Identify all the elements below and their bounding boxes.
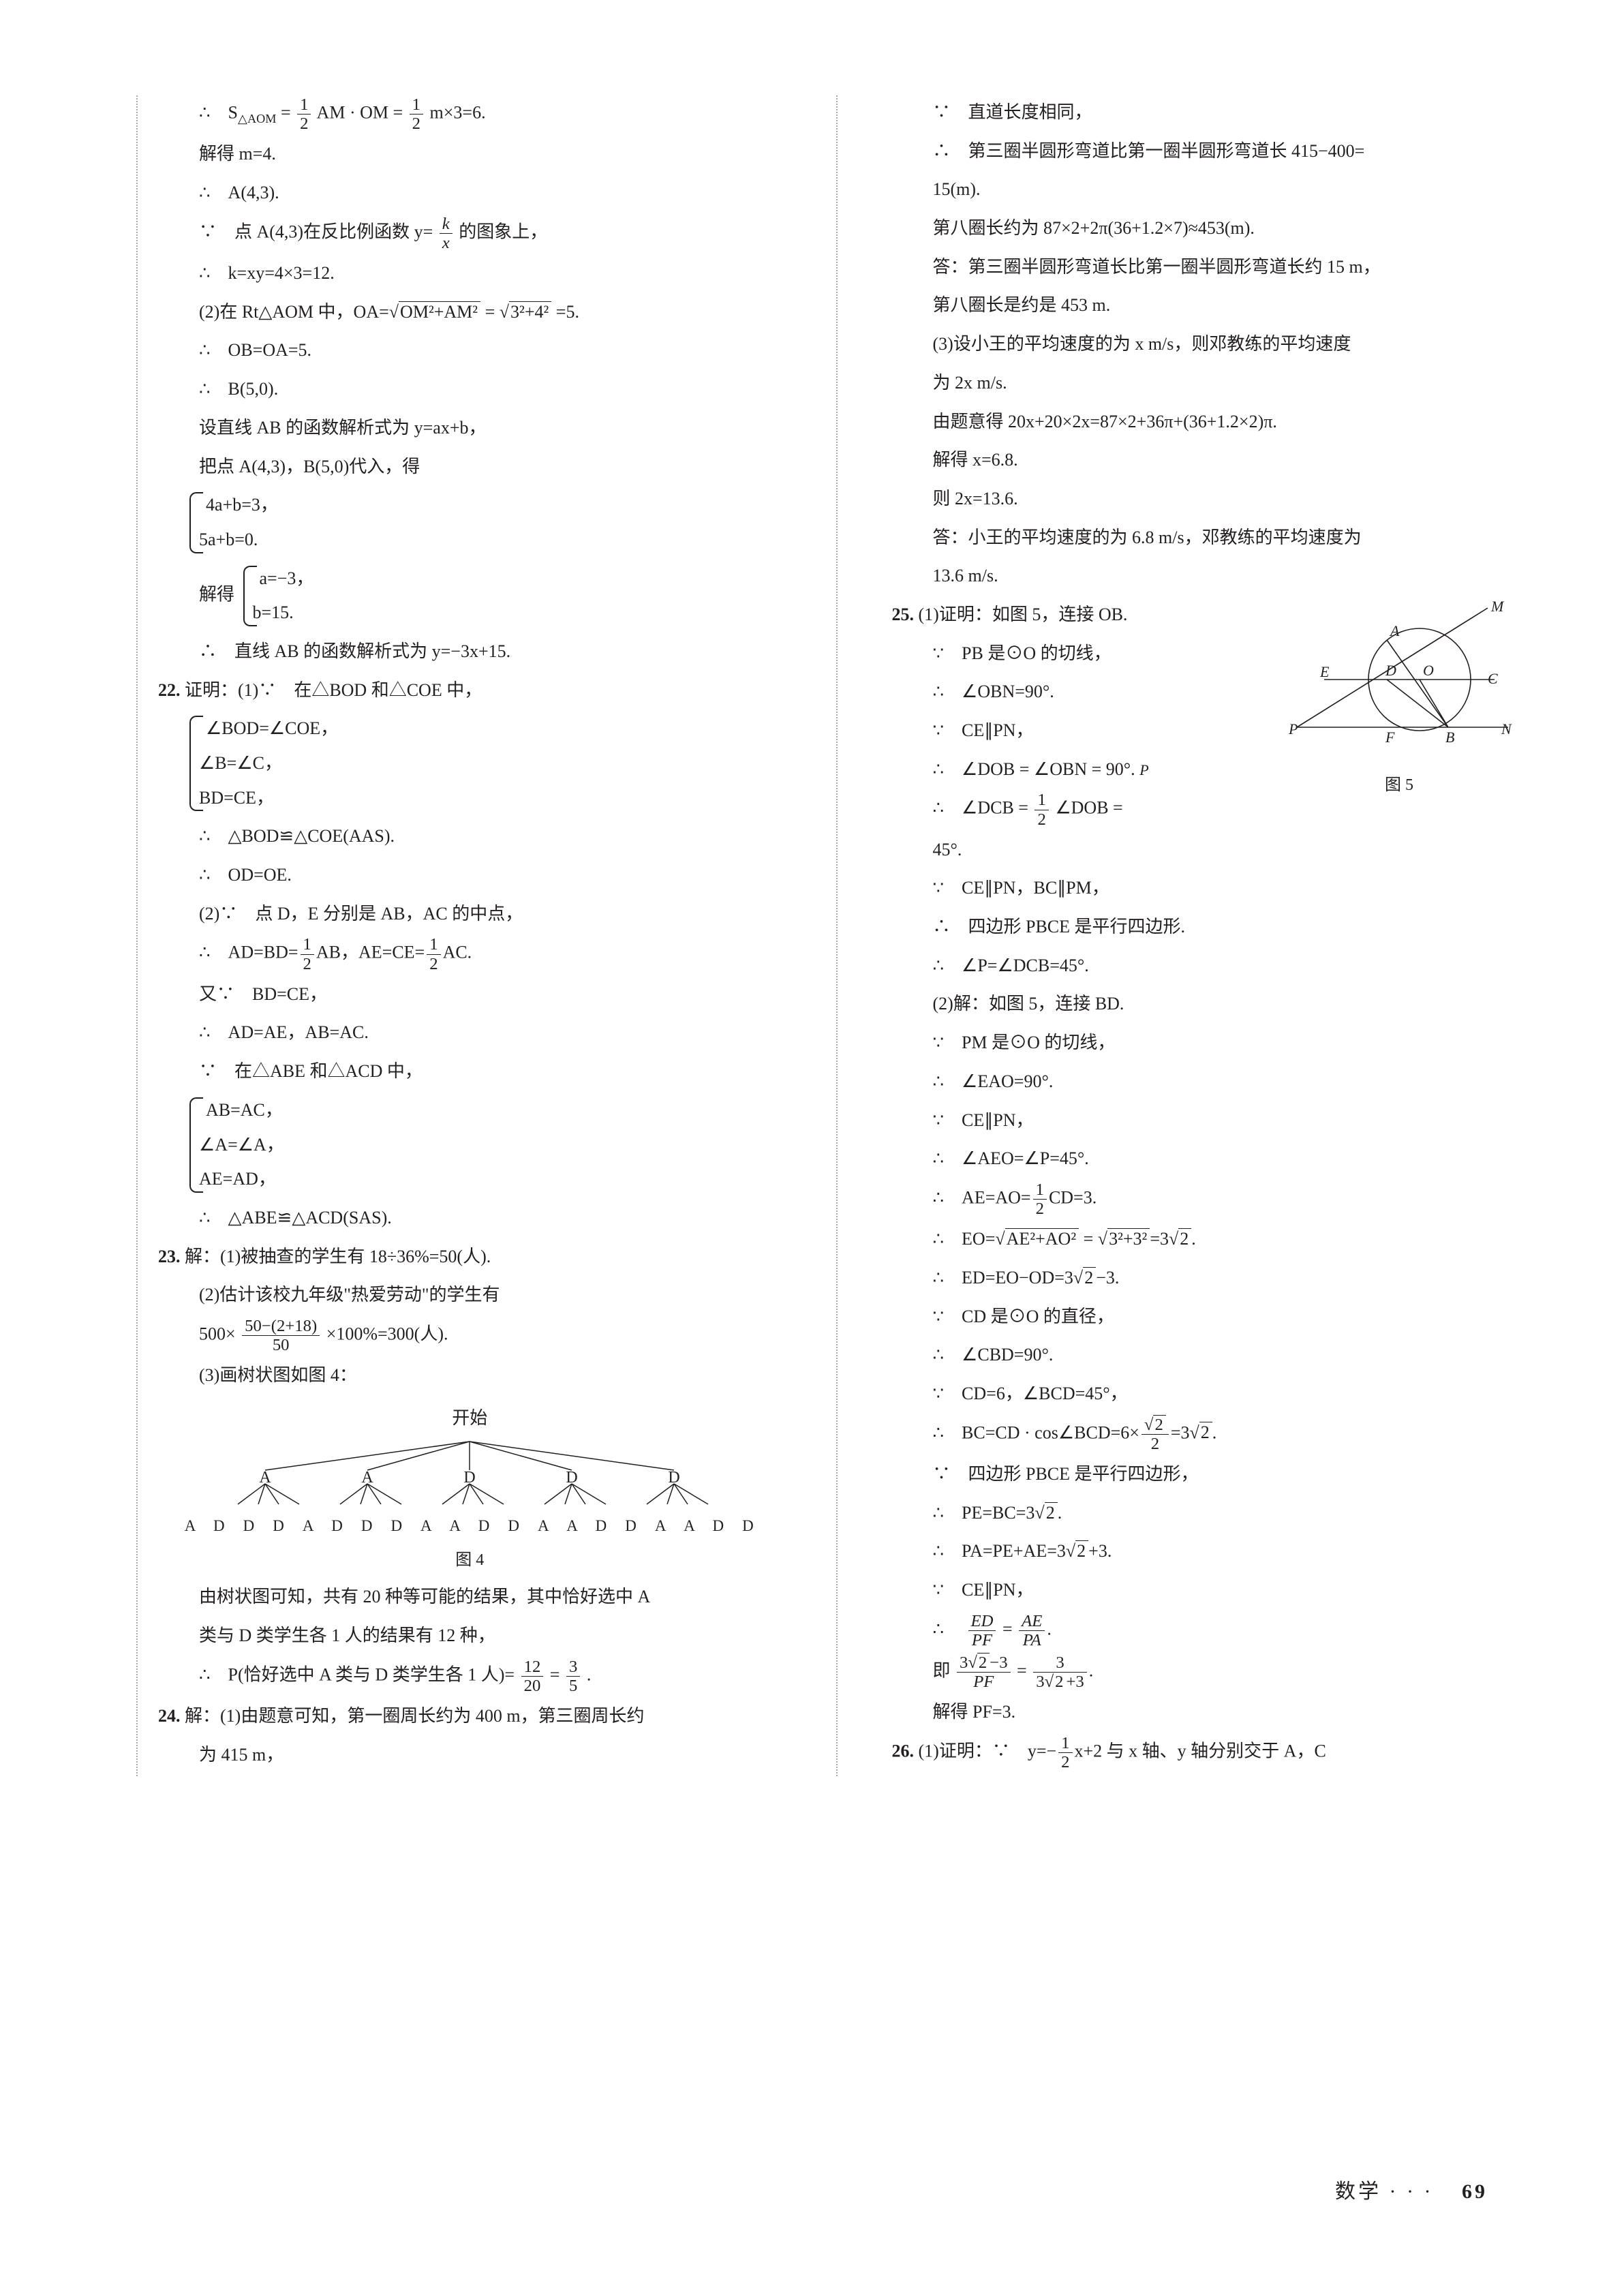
figure-5: M A C O D E P F B N 图 5 [1283,598,1515,775]
text-line: 为 415 m， [158,1738,782,1773]
svg-text:O: O [1423,662,1434,679]
text-line: ∴ P(恰好选中 A 类与 D 类学生各 1 人)= 1220 = 35 . [158,1658,782,1695]
text-line: ∴ S△AOM = 12 AM · OM = 12 m×3=6. [158,95,782,133]
text-line: ∴ 直线 AB 的函数解析式为 y=−3x+15. [158,635,782,669]
text-line: 解得 PF=3. [892,1695,1516,1730]
figure-4-label: 图 4 [158,1544,782,1576]
text-line: (2)∵ 点 D，E 分别是 AB，AC 的中点， [158,897,782,932]
text-line: 500× 50−(2+18)50 ×100%=300(人). [158,1317,782,1354]
svg-text:A: A [260,1469,272,1487]
text-line: 13.6 m/s. [892,559,1516,594]
text-line: 为 2x m/s. [892,366,1516,401]
svg-text:D: D [464,1469,476,1487]
text-line: ∵ CE∥PN， [892,1103,1516,1138]
text-line: 把点 A(4,3)，B(5,0)代入，得 [158,450,782,485]
svg-text:D: D [1385,662,1396,679]
text-line: (2)估计该校九年级"热爱劳动"的学生有 [158,1278,782,1313]
text-line: ∵ CE∥PN，BC∥PM， [892,871,1516,906]
question-24: 24. 解：(1)由题意可知，第一圈周长约为 400 m，第三圈周长约 [158,1699,782,1734]
text-line: ∴ EO=√AE²+AO² = √3²+3²=3√2. [892,1222,1516,1257]
svg-text:C: C [1488,670,1498,687]
question-26: 26. (1)证明：∵ y=−12x+2 与 x 轴、y 轴分别交于 A，C [892,1734,1516,1771]
svg-text:D: D [566,1469,578,1487]
text-line: ∵ CD=6，∠BCD=45°， [892,1377,1516,1412]
column-divider [836,95,838,1776]
text-line: 第八圈长是约是 453 m. [892,288,1516,323]
left-column: ∴ S△AOM = 12 AM · OM = 12 m×3=6. 解得 m=4.… [158,95,782,1776]
text-line: ∴ OD=OE. [158,858,782,893]
text-line: (3)画树状图如图 4： [158,1358,782,1393]
text-line: ∴ △BOD≌△COE(AAS). [158,819,782,854]
figure-5-label: 图 5 [1283,769,1515,802]
text-line: ∵ PM 是⊙O 的切线， [892,1026,1516,1061]
text-line: ∵ CD 是⊙O 的直径， [892,1300,1516,1335]
text-line: ∵ 四边形 PBCE 是平行四边形， [892,1457,1516,1492]
text-line: 则 2x=13.6. [892,482,1516,517]
text-line: ∴ AE=AO=12CD=3. [892,1180,1516,1218]
svg-text:M: M [1490,598,1505,615]
svg-text:P: P [1288,720,1298,737]
page-number: 69 [1462,2180,1488,2203]
svg-text:A: A [362,1469,374,1487]
question-22: 22. 证明：(1)∵ 在△BOD 和△COE 中， [158,673,782,708]
text-line: ∴ ED=EO−OD=3√2−3. [892,1261,1516,1296]
text-line: ∴ BC=CD · cos∠BCD=6×√22=3√2. [892,1416,1516,1453]
text-line: ∴ OB=OA=5. [158,333,782,368]
text-line: 解得 m=4. [158,137,782,172]
text-line: 又∵ BD=CE， [158,977,782,1012]
text-line: 答：第三圈半圆形弯道长比第一圈半圆形弯道长约 15 m， [892,250,1516,285]
question-23: 23. 解：(1)被抽查的学生有 18÷36%=50(人). [158,1240,782,1275]
footer-dots: · · · [1390,2180,1434,2203]
text-line: 15(m). [892,172,1516,207]
text-line: ∴ ∠EAO=90°. [892,1065,1516,1099]
tree-leaves: A D D D A D D D A A D D A A D D A A D D [158,1511,782,1542]
text-line: ∴ ∠P=∠DCB=45°. [892,949,1516,984]
text-line: 由树状图可知，共有 20 种等可能的结果，其中恰好选中 A [158,1580,782,1615]
text-line: ∴ 四边形 PBCE 是平行四边形. [892,910,1516,945]
text-line: 设直线 AB 的函数解析式为 y=ax+b， [158,411,782,446]
text-line: 解得 x=6.8. [892,443,1516,478]
text-line: 类与 D 类学生各 1 人的结果有 12 种， [158,1619,782,1653]
svg-text:E: E [1319,663,1330,680]
tree-start: 开始 [158,1401,782,1436]
text-line: ∵ 直道长度相同， [892,95,1516,130]
brace-block: 4a+b=3， 5a+b=0. [158,488,782,557]
text-line: ∴ AD=BD=12AB，AE=CE=12AC. [158,935,782,973]
text-line: 由题意得 20x+20×2x=87×2+36π+(36+1.2×2)π. [892,405,1516,440]
text-line: ∴ B(5,0). [158,372,782,407]
text-line: ∵ CE∥PN， [892,1573,1516,1608]
brace-block: ∠BOD=∠COE， ∠B=∠C， BD=CE， [158,712,782,815]
svg-text:B: B [1445,729,1454,746]
svg-text:F: F [1385,729,1395,746]
text-line: ∴ PE=BC=3√2. [892,1496,1516,1531]
svg-text:N: N [1501,720,1512,737]
text-line: ∴ AD=AE，AB=AC. [158,1016,782,1050]
text-line: ∵ 点 A(4,3)在反比例函数 y= kx 的图象上， [158,215,782,252]
tree-diagram: 开始 A A D D D A D D D A D D D A A D D A A D D… [158,1401,782,1576]
text-line: ∵ 在△ABE 和△ACD 中， [158,1054,782,1089]
right-column: ∵ 直道长度相同， ∴ 第三圈半圆形弯道比第一圈半圆形弯道长 415−400= … [892,95,1516,1776]
text-line: ∴ △ABE≌△ACD(SAS). [158,1201,782,1236]
text-line: 即 3√2−3PF = 33√2+3. [892,1653,1516,1691]
footer-subject: 数学 [1335,2180,1381,2203]
text-line: (2)在 Rt△AOM 中，OA=√OM²+AM² = √3²+4² =5. [158,295,782,330]
svg-text:A: A [1389,622,1400,639]
text-line: ∴ 第三圈半圆形弯道比第一圈半圆形弯道长 415−400= [892,134,1516,169]
text-line: ∴ EDPF = AEPA. [892,1612,1516,1649]
text-line: (2)解：如图 5，连接 BD. [892,987,1516,1022]
text-line: 解得 a=−3， b=15. [158,562,782,630]
text-line: ∴ k=xy=4×3=12. [158,256,782,291]
brace-block: AB=AC， ∠A=∠A， AE=AD， [158,1093,782,1197]
page-footer: 数学 · · · 69 [1335,2174,1488,2204]
question-25: 25. (1)证明：如图 5，连接 OB. M A [892,598,1516,633]
text-line: ∴ ∠AEO=∠P=45°. [892,1142,1516,1176]
text-line: (3)设小王的平均速度的为 x m/s，则邓教练的平均速度 [892,327,1516,362]
text-line: 45°. [892,833,1516,868]
svg-text:D: D [669,1469,680,1487]
text-line: 第八圈长约为 87×2+2π(36+1.2×7)≈453(m). [892,211,1516,246]
text-line: ∴ A(4,3). [158,176,782,211]
text-line: 答：小王的平均速度的为 6.8 m/s，邓教练的平均速度为 [892,521,1516,555]
text-line: ∴ PA=PE+AE=3√2+3. [892,1534,1516,1569]
text-line: ∴ ∠CBD=90°. [892,1338,1516,1373]
